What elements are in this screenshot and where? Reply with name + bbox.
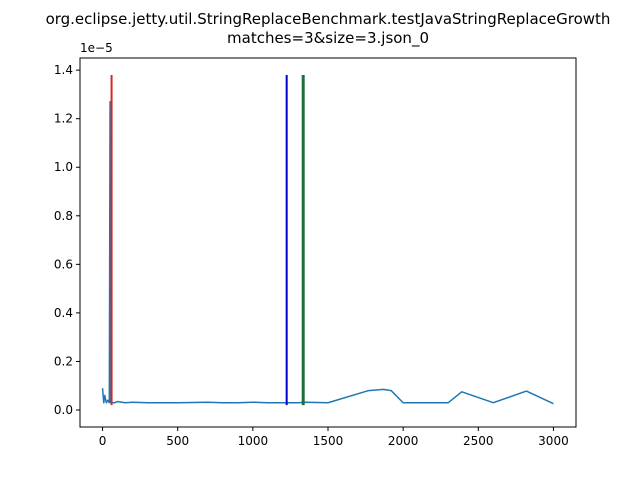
y-tick-label: 0.2 (54, 354, 73, 368)
plot-layer (101, 74, 554, 406)
y-tick-label: 0.0 (54, 403, 73, 417)
axis-layer: 0 500 1000 1500 2000 2500 3000 0.0 0.2 0.4 0.6 0.8 1… (54, 63, 569, 448)
x-tick-label: 500 (166, 434, 189, 448)
x-tick-label: 2000 (388, 434, 419, 448)
x-tick-label: 2500 (463, 434, 494, 448)
x-tick-label: 1500 (313, 434, 344, 448)
plot-frame (79, 57, 577, 428)
y-tick-label: 1.2 (54, 112, 73, 126)
x-tick-label: 3000 (538, 434, 569, 448)
y-tick-label: 0.8 (54, 209, 73, 223)
y-tick-label: 0.6 (54, 257, 73, 271)
series-line-0 (101, 100, 554, 405)
y-tick-label: 1.0 (54, 160, 73, 174)
chart-title-line-2: matches=3&size=3.json_0 (227, 29, 429, 48)
chart-title-line-1: org.eclipse.jetty.util.StringReplaceBenc… (46, 10, 611, 28)
x-tick-label: 0 (99, 434, 107, 448)
y-tick-label: 1.4 (54, 63, 73, 77)
y-tick-label: 0.4 (54, 306, 73, 320)
x-tick-label: 1000 (238, 434, 269, 448)
y-offset-label: 1e−5 (80, 41, 113, 55)
